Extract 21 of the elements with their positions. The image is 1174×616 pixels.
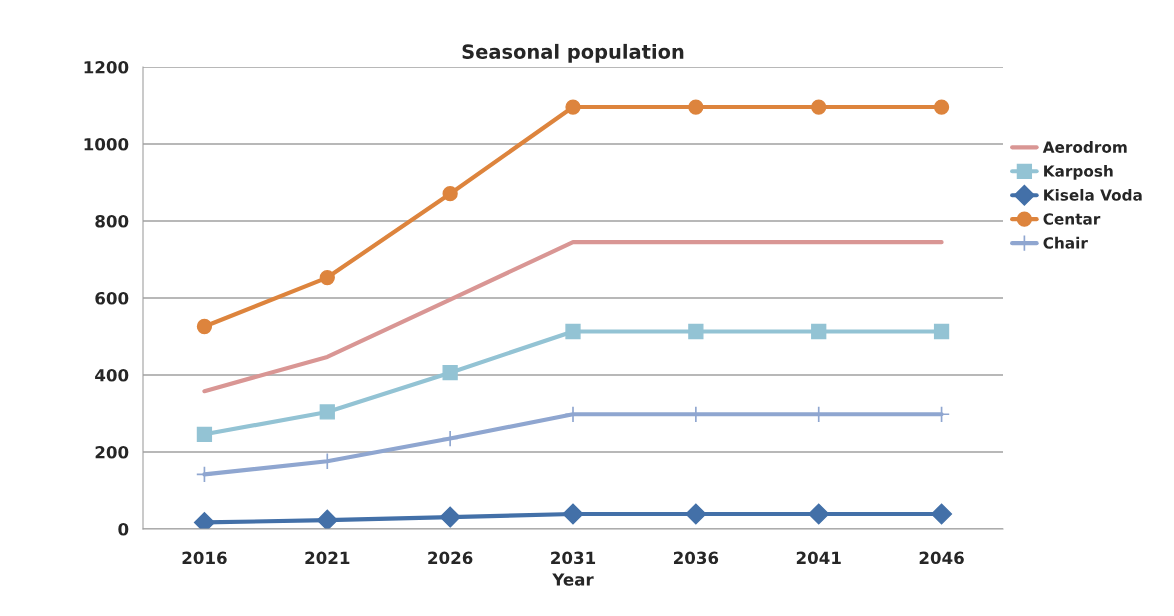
chart-title: Seasonal population <box>462 43 684 63</box>
y-tick-label: 0 <box>118 522 129 536</box>
x-axis-title: Year <box>552 573 594 586</box>
legend-label: Kisela Voda <box>1044 188 1142 201</box>
y-tick-label: 200 <box>95 445 129 459</box>
legend-label: Karposh <box>1044 165 1113 180</box>
y-tick-label: 800 <box>95 214 129 228</box>
x-tick-label: 2036 <box>673 551 719 565</box>
y-tick-label: 600 <box>95 291 129 305</box>
y-tick-label: 400 <box>95 368 129 382</box>
legend-label: Aerodrom <box>1042 141 1127 153</box>
x-tick-label: 2046 <box>919 551 964 565</box>
legend-label: Centar <box>1043 213 1101 225</box>
x-tick-label: 2021 <box>305 551 350 565</box>
x-tick-label: 2016 <box>182 551 227 565</box>
y-tick-label: 1000 <box>84 137 129 151</box>
legend-label: Chair <box>1043 236 1088 249</box>
x-tick-label: 2031 <box>551 551 596 565</box>
x-tick-label: 2041 <box>796 551 841 565</box>
y-tick-label: 1200 <box>84 60 129 74</box>
x-tick-label: 2026 <box>428 551 473 565</box>
